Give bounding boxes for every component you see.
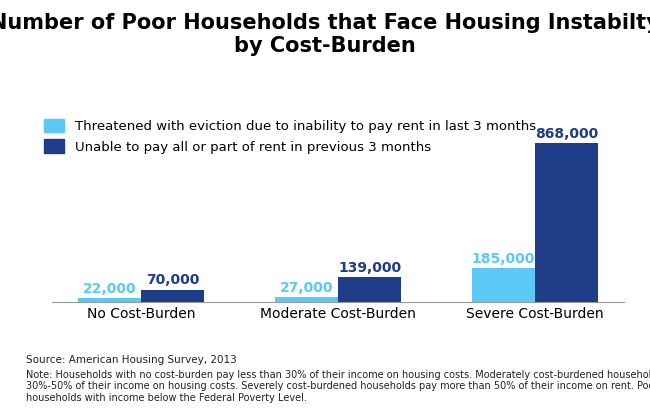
Bar: [472, 268, 535, 302]
Bar: [338, 277, 401, 302]
Text: 185,000: 185,000: [472, 252, 535, 266]
Bar: [275, 297, 338, 302]
Text: 868,000: 868,000: [535, 127, 598, 141]
Legend: Threatened with eviction due to inability to pay rent in last 3 months, Unable t: Threatened with eviction due to inabilit…: [39, 113, 541, 159]
Bar: [78, 298, 141, 302]
Text: 22,000: 22,000: [83, 282, 136, 296]
Text: 27,000: 27,000: [280, 281, 333, 295]
Text: 139,000: 139,000: [338, 261, 401, 275]
Text: Note: Households with no cost-burden pay less than 30% of their income on housin: Note: Households with no cost-burden pay…: [26, 370, 650, 403]
Text: Source: American Housing Survey, 2013: Source: American Housing Survey, 2013: [26, 355, 237, 365]
Bar: [141, 289, 204, 302]
Text: 70,000: 70,000: [146, 273, 200, 287]
Text: Number of Poor Households that Face Housing Instabilty
by Cost-Burden: Number of Poor Households that Face Hous…: [0, 13, 650, 56]
Bar: [535, 143, 598, 302]
